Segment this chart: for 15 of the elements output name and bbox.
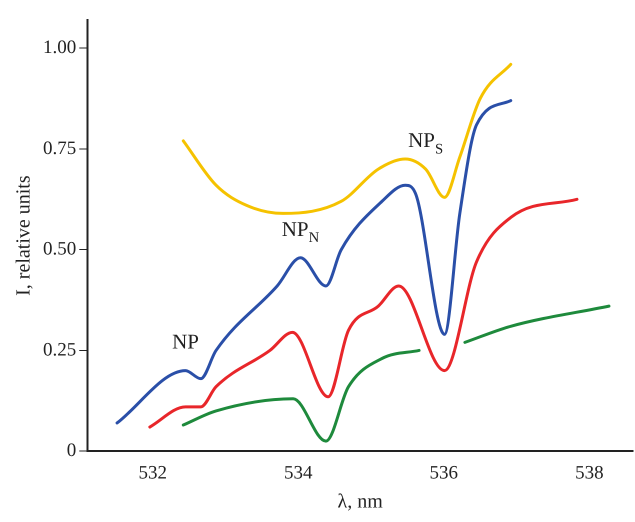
x-axis-title: λ, nm: [337, 490, 384, 512]
y-tick-label: 1.00: [43, 37, 76, 58]
line-series: [116, 99, 512, 424]
y-tick-label: 0.75: [43, 138, 76, 159]
x-tick-label: 534: [284, 462, 314, 484]
x-tick-label: 532: [138, 462, 167, 484]
annotation: NP: [172, 330, 199, 354]
y-tick-label: 0: [66, 440, 76, 462]
y-tick-label: 0.25: [43, 339, 76, 360]
line-series: [148, 198, 578, 429]
x-tick-label: 538: [575, 462, 604, 484]
line-series: [182, 62, 512, 215]
x-tick-label: 536: [430, 462, 458, 484]
y-tick-label: 0.50: [43, 238, 76, 260]
y-axis-title: I, relative units: [12, 175, 34, 296]
